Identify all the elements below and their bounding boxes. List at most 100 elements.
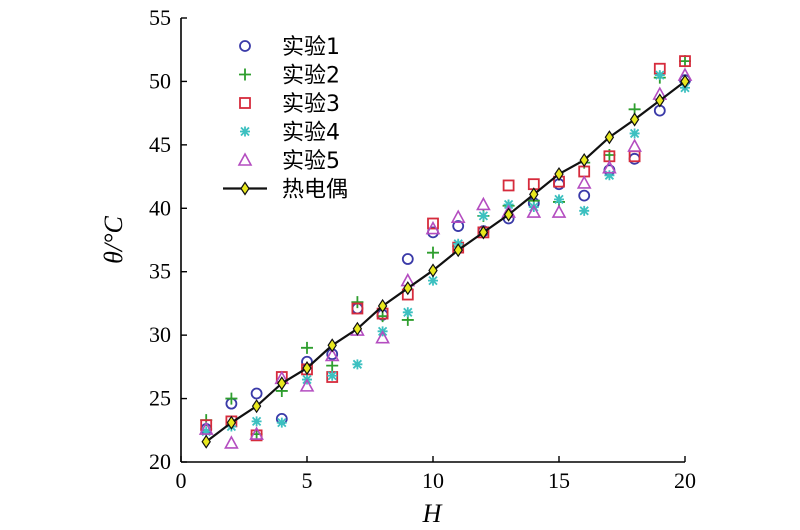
axes: [180, 18, 685, 463]
data-point: [629, 128, 640, 139]
series-3: [200, 55, 691, 442]
data-point: [401, 253, 414, 265]
data-point: [225, 392, 238, 405]
data-point: [326, 359, 339, 372]
legend-label: 实验1: [282, 35, 340, 60]
data-point: [452, 220, 465, 232]
y-tick-label: 40: [149, 195, 171, 220]
data-point: [198, 421, 214, 435]
axis-ticks: 0 5 10 15 20 20 25 30 35 40 45 50 55: [149, 5, 696, 493]
thermocouple-point: [352, 321, 363, 336]
thermocouple-point: [554, 166, 564, 182]
data-point: [679, 55, 691, 68]
data-point: [299, 378, 315, 392]
data-point: [502, 179, 515, 192]
legend-label: 实验3: [282, 92, 340, 117]
legend-label: 实验4: [282, 121, 340, 146]
data-point: [579, 205, 590, 216]
x-tick-label: 20: [674, 468, 696, 493]
data-point: [224, 435, 239, 449]
y-axis-label: θ/°C: [99, 215, 128, 263]
x-tick-label: 15: [548, 468, 570, 493]
data-point: [450, 209, 466, 223]
data-point: [324, 347, 340, 362]
data-point: [576, 175, 592, 189]
series-4: [201, 70, 690, 437]
data-point: [327, 370, 338, 381]
data-point: [351, 302, 364, 315]
data-point: [578, 189, 591, 202]
data-point: [250, 387, 263, 400]
thermocouple-point: [251, 399, 262, 414]
thermocouple-point: [529, 187, 539, 202]
y-tick-label: 45: [149, 132, 171, 157]
thermocouple-point: [680, 74, 690, 89]
data-point: [250, 429, 263, 442]
data-point: [679, 55, 691, 68]
legend-marker: [240, 181, 250, 196]
thermocouple-point: [201, 434, 211, 449]
data-point: [478, 210, 489, 221]
data-point: [654, 70, 665, 81]
thermocouple-point: [453, 243, 463, 258]
data-point: [428, 275, 438, 286]
legend-label: 实验5: [282, 149, 340, 174]
legend-marker: [239, 97, 251, 109]
y-tick-label: 25: [149, 386, 171, 411]
y-tick-label: 35: [149, 259, 171, 284]
thermocouple-point: [604, 130, 615, 145]
data-point: [201, 426, 212, 437]
thermocouple-point: [226, 415, 237, 430]
y-tick-label: 20: [149, 449, 171, 474]
y-tick-label: 55: [149, 5, 171, 30]
thermocouple-point: [277, 376, 287, 391]
x-axis-label: H: [422, 499, 443, 528]
data-point: [551, 204, 567, 218]
thermocouple-point: [428, 263, 438, 278]
data-point: [425, 220, 441, 235]
data-point: [628, 152, 641, 165]
legend-marker: [237, 152, 253, 166]
y-tick-label: 30: [149, 322, 171, 347]
data-point: [351, 296, 364, 309]
x-tick-label: 0: [176, 468, 187, 493]
data-point: [604, 170, 615, 181]
thermocouple-line: [205, 80, 686, 443]
legend-marker: [239, 40, 251, 52]
data-point: [427, 246, 439, 259]
data-point: [249, 426, 264, 440]
data-point: [476, 196, 491, 211]
y-tick-label: 50: [149, 68, 171, 93]
data-point: [375, 330, 390, 344]
data-point: [427, 217, 439, 230]
thermocouple-point: [629, 112, 640, 127]
data-marks: [198, 55, 693, 449]
data-point: [251, 416, 262, 427]
series-6: [201, 74, 690, 449]
thermocouple-point: [579, 152, 589, 168]
data-point: [602, 160, 617, 174]
legend-marker: [239, 68, 251, 81]
data-point: [526, 204, 542, 218]
legend: 实验1 实验2 实验3 实验4 实验5 热电偶: [223, 35, 348, 203]
thermocouple-point: [478, 225, 489, 240]
thermocouple-point: [377, 298, 388, 314]
data-point: [554, 194, 564, 205]
series-5: [198, 67, 693, 449]
thermocouple-point: [655, 93, 665, 108]
series-2: [200, 55, 691, 441]
data-point: [402, 307, 413, 318]
thermocouple-point: [327, 338, 337, 353]
thermocouple-point: [302, 361, 312, 376]
legend-marker: [240, 126, 250, 137]
data-point: [276, 417, 287, 428]
legend-label: 热电偶: [282, 178, 348, 203]
thermocouple-point: [503, 207, 514, 222]
x-tick-label: 10: [422, 468, 444, 493]
data-point: [627, 138, 642, 152]
series-1: [200, 74, 691, 435]
thermocouple-point: [403, 281, 413, 296]
data-point: [352, 359, 363, 370]
legend-label: 实验2: [282, 64, 340, 89]
